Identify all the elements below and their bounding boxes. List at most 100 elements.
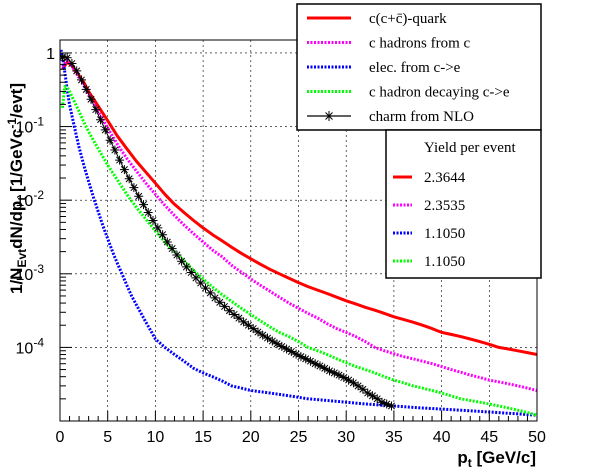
nlo-marker (186, 268, 196, 277)
yield-value: 1.1050 (424, 254, 465, 270)
nlo-marker (320, 363, 330, 373)
nlo-marker (110, 145, 120, 155)
nlo-marker (148, 216, 158, 225)
nlo-marker (382, 399, 392, 409)
nlo-marker (387, 401, 396, 411)
series-line-2 (60, 49, 537, 417)
y-tick-label: 1 (46, 46, 55, 63)
nlo-marker (315, 361, 325, 371)
legend-label: c hadrons from c (369, 36, 471, 52)
nlo-marker (86, 94, 96, 104)
nlo-marker (81, 84, 91, 94)
nlo-marker (62, 53, 72, 63)
nlo-marker (96, 115, 105, 125)
axis-ticks (59, 52, 538, 422)
nlo-marker (205, 288, 215, 298)
nlo-marker (267, 336, 277, 346)
nlo-marker (210, 293, 220, 303)
legend-entry-1: c hadrons from c (307, 36, 471, 52)
nlo-marker (344, 375, 354, 385)
nlo-marker (291, 349, 301, 359)
nlo-marker (172, 250, 182, 260)
nlo-marker (153, 223, 163, 233)
nlo-marker (296, 352, 306, 362)
nlo-marker (100, 125, 110, 135)
nlo-marker (263, 333, 272, 343)
legend-label: elec. from c->e (369, 60, 461, 76)
nlo-marker (310, 359, 320, 369)
yield-value: 1.1050 (424, 226, 465, 242)
x-tick-label: 45 (480, 429, 498, 446)
nlo-marker (215, 297, 225, 307)
legend-entry-4: charm from NLO (307, 109, 474, 125)
nlo-marker (91, 105, 101, 115)
nlo-marker (286, 347, 296, 356)
nlo-marker (329, 368, 339, 378)
nlo-marker (181, 262, 191, 272)
nlo-marker (234, 313, 244, 323)
y-axis-title: 1/NEvtdN/dpt [1/GeVc-1/evt] (5, 83, 29, 294)
nlo-marker (162, 237, 172, 247)
nlo-marker (129, 183, 139, 193)
x-tick-label: 20 (242, 429, 260, 446)
nlo-marker (334, 370, 344, 380)
x-tick-label: 30 (337, 429, 355, 446)
yield-legend-title: Yield per event (424, 140, 516, 156)
nlo-marker (167, 244, 177, 254)
nlo-marker (367, 391, 377, 401)
nlo-marker (253, 327, 263, 337)
nlo-marker (282, 344, 292, 354)
x-tick-label: 25 (290, 429, 308, 446)
nlo-marker (325, 366, 334, 376)
nlo-marker (177, 256, 187, 266)
nlo-marker (158, 230, 168, 240)
legend-entry-2: elec. from c->e (307, 60, 461, 76)
yield-value: 2.3535 (424, 198, 465, 214)
nlo-marker (353, 381, 363, 391)
yield-legend: Yield per event 2.3644 2.3535 1.1050 1.1050 (385, 129, 542, 279)
x-tick-label: 40 (433, 429, 451, 446)
nlo-marker (248, 324, 258, 334)
nlo-marker (72, 66, 82, 76)
series-line-3 (60, 85, 537, 417)
legend-star-marker (324, 111, 334, 121)
nlo-marker (372, 394, 382, 404)
nlo-marker (277, 341, 287, 351)
nlo-marker (363, 388, 373, 398)
x-tick-label: 15 (194, 429, 212, 446)
nlo-marker (139, 200, 148, 210)
nlo-marker (348, 378, 358, 388)
x-tick-label: 0 (56, 429, 65, 446)
nlo-marker (305, 356, 315, 366)
nlo-marker (119, 165, 129, 175)
x-tick-label: 50 (528, 429, 546, 446)
nlo-marker (272, 339, 282, 349)
yield-value: 2.3644 (424, 170, 466, 186)
nlo-marker (377, 397, 387, 407)
nlo-marker (191, 273, 201, 283)
nlo-marker (339, 373, 349, 382)
nlo-marker (201, 283, 210, 293)
legend-label: charm from NLO (369, 109, 474, 125)
x-axis-title: pt [GeV/c] (457, 448, 536, 470)
nlo-marker (196, 278, 206, 288)
nlo-marker (224, 306, 234, 316)
nlo-marker (67, 59, 77, 68)
nlo-marker (220, 301, 230, 311)
yield-entry-3: 1.1050 (393, 254, 465, 270)
legend-entry-3: c hadron decaying c->e (307, 85, 510, 101)
series-line-0 (61, 60, 537, 356)
nlo-marker (229, 310, 239, 319)
nlo-marker (105, 135, 115, 145)
nlo-marker (243, 320, 253, 330)
series-line-1 (61, 58, 537, 392)
nlo-marker (124, 174, 134, 184)
x-tick-label: 35 (385, 429, 403, 446)
nlo-marker (115, 155, 125, 165)
yield-entry-2: 1.1050 (393, 226, 465, 242)
x-tick-label: 5 (103, 429, 112, 446)
nlo-marker (358, 384, 368, 394)
legend-label: c(c+c̄)-quark (369, 11, 447, 27)
nlo-marker (301, 354, 311, 364)
